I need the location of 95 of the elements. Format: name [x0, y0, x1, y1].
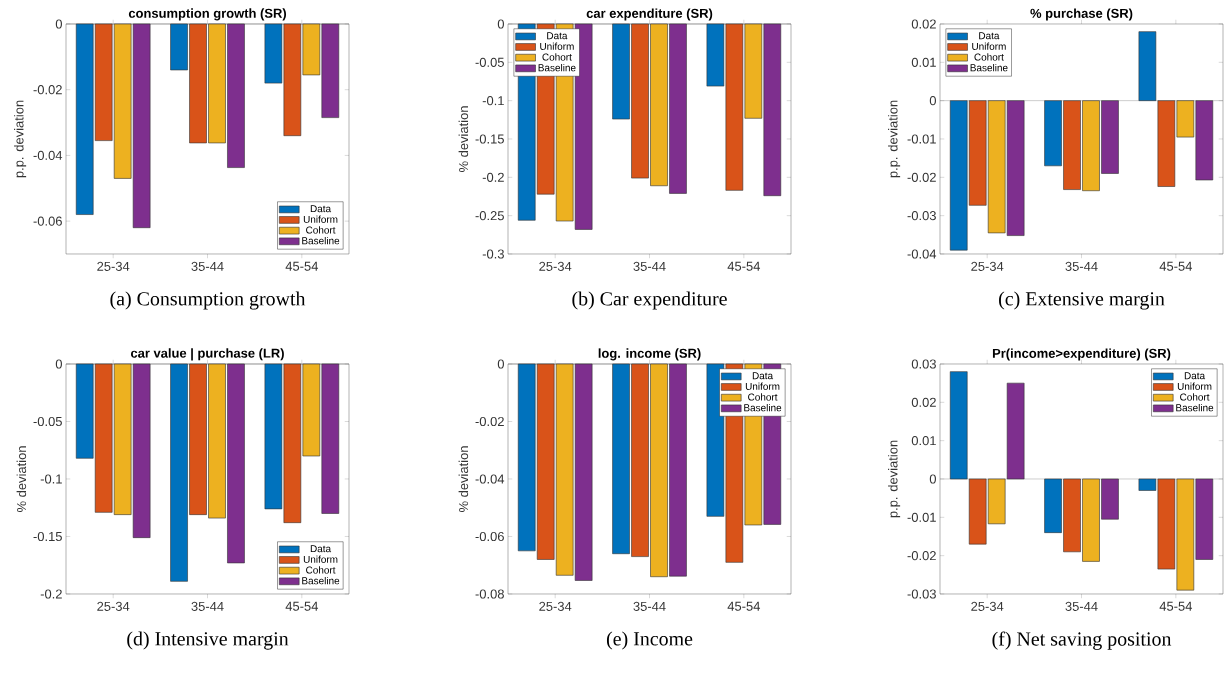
legend-label: Uniform: [972, 42, 1006, 50]
x-tick-label: 45-54: [727, 601, 761, 611]
text: (d) Intensive margin: [127, 631, 289, 650]
x-tick-label: 35-44: [1065, 601, 1098, 611]
x-tick-label: 25-34: [97, 261, 130, 271]
text: (e) Income: [606, 631, 693, 650]
y-tick-label: -0.25: [475, 211, 504, 221]
text: (f) Net saving position: [992, 631, 1172, 650]
x-tick-label: 25-34: [539, 261, 572, 271]
legend-label: Data: [310, 545, 332, 553]
x-tick-label: 45-54: [727, 261, 761, 271]
y-tick-label: -0.1: [40, 474, 62, 484]
y-tick-label: 0: [929, 96, 936, 106]
y-tick-label: 0.02: [911, 19, 936, 29]
x-tick-label: 45-54: [285, 601, 319, 611]
text: (a) Consumption growth: [110, 291, 306, 310]
y-tick-label: -0.03: [907, 589, 936, 599]
y-tick-label: -0.06: [475, 531, 504, 542]
y-axis-title: % deviation: [16, 446, 27, 512]
legend-label: Cohort: [306, 566, 336, 574]
legend-label: Cohort: [306, 226, 336, 234]
y-tick-label: 0: [55, 19, 62, 29]
y-tick-label: -0.04: [907, 249, 937, 259]
x-tick-label: 35-44: [1065, 261, 1098, 271]
y-tick-label: 0.01: [911, 57, 936, 67]
y-axis-title: p.p. deviation: [14, 100, 27, 178]
legend-label: Data: [752, 372, 774, 380]
legend-label: Baseline: [1176, 404, 1214, 412]
y-tick-label: -0.1: [482, 96, 504, 106]
y-tick-label: 0: [497, 19, 504, 29]
y-axis-title: % deviation: [458, 446, 469, 512]
legend-label: Cohort: [748, 393, 778, 401]
chart-title: consumption growth (SR): [128, 8, 287, 21]
x-tick-label: 35-44: [191, 261, 224, 271]
x-tick-label: 35-44: [633, 261, 666, 271]
y-axis-title: p.p. deviation: [888, 100, 901, 178]
legend-label: Uniform: [303, 555, 338, 563]
y-tick-label: -0.02: [33, 85, 62, 95]
x-tick-label: 45-54: [1159, 601, 1193, 611]
y-tick-label: -0.04: [475, 474, 505, 484]
text: (b) Car expenditure: [572, 291, 727, 310]
chart-title: car value | purchase (LR): [130, 348, 284, 361]
legend-label: Baseline: [744, 404, 782, 412]
legend-label: Uniform: [303, 215, 338, 223]
legend-label: Uniform: [745, 382, 780, 390]
legend-label: Cohort: [1180, 393, 1210, 401]
y-tick-label: -0.05: [33, 416, 62, 427]
y-axis-title: % deviation: [458, 106, 469, 172]
legend-label: Uniform: [1177, 382, 1212, 390]
y-tick-label: -0.3: [482, 249, 504, 259]
y-tick-label: 0: [55, 359, 62, 369]
y-tick-label: -0.01: [907, 512, 936, 522]
legend-label: Data: [547, 32, 568, 40]
chart-title: log. income (SR): [598, 348, 701, 361]
y-axis-title: p.p. deviation: [888, 440, 901, 518]
y-tick-label: -0.04: [33, 150, 63, 160]
legend-label: Uniform: [540, 42, 574, 50]
y-tick-label: -0.02: [907, 172, 936, 182]
chart-title: % purchase (SR): [1030, 8, 1133, 21]
y-tick-label: -0.15: [475, 134, 504, 144]
legend-label: Data: [979, 32, 1000, 40]
y-tick-label: -0.08: [475, 589, 504, 599]
x-tick-label: 25-34: [971, 261, 1004, 271]
legend-label: Baseline: [970, 64, 1008, 72]
x-tick-label: 35-44: [633, 601, 666, 611]
legend-label: Cohort: [542, 53, 572, 61]
y-tick-label: -0.02: [907, 551, 936, 561]
x-tick-label: 45-54: [285, 261, 319, 271]
x-tick-label: 25-34: [971, 601, 1004, 611]
x-tick-label: 25-34: [97, 601, 130, 611]
legend-label: Baseline: [302, 576, 340, 585]
legend-label: Baseline: [302, 236, 340, 245]
chart-title: Pr(income>expenditure) (SR): [992, 348, 1171, 361]
y-tick-label: -0.03: [907, 211, 936, 221]
x-tick-label: 25-34: [539, 601, 572, 611]
y-tick-label: -0.06: [33, 216, 62, 226]
x-tick-label: 45-54: [1159, 261, 1193, 271]
y-tick-label: -0.15: [33, 531, 62, 542]
y-tick-label: 0.03: [911, 359, 936, 369]
legend-label: Cohort: [974, 53, 1004, 61]
y-tick-label: -0.05: [475, 57, 504, 67]
chart-title: car expenditure (SR): [586, 8, 713, 21]
y-tick-label: -0.2: [482, 172, 504, 182]
legend-label: Data: [310, 205, 332, 213]
y-tick-label: -0.02: [475, 416, 504, 427]
y-tick-label: 0.01: [911, 436, 936, 446]
y-tick-label: 0: [929, 474, 936, 484]
x-tick-label: 35-44: [191, 601, 224, 611]
legend-label: Baseline: [538, 64, 576, 72]
y-tick-label: 0.02: [911, 397, 936, 407]
y-tick-label: 0: [497, 359, 504, 369]
y-tick-label: -0.01: [907, 134, 936, 144]
text: (c) Extensive margin: [999, 291, 1165, 310]
legend-label: Data: [1184, 372, 1206, 380]
y-tick-label: -0.2: [40, 589, 62, 599]
